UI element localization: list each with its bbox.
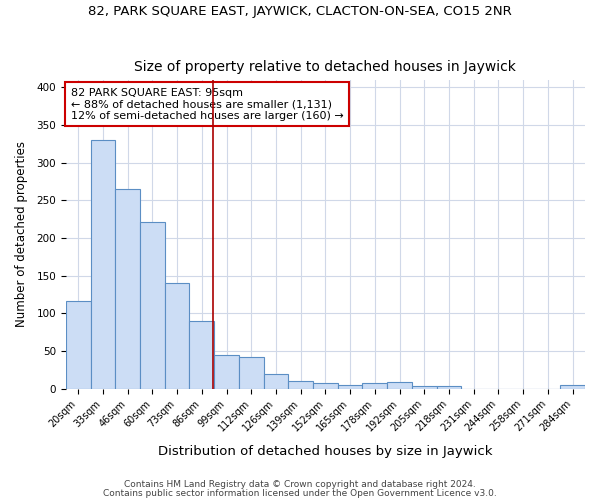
Title: Size of property relative to detached houses in Jaywick: Size of property relative to detached ho… [134, 60, 517, 74]
Bar [66, 300, 91, 389]
Bar [338, 385, 362, 389]
Bar [115, 189, 140, 389]
Text: 82, PARK SQUARE EAST, JAYWICK, CLACTON-ON-SEA, CO15 2NR: 82, PARK SQUARE EAST, JAYWICK, CLACTON-O… [88, 5, 512, 18]
Bar [91, 140, 115, 389]
Bar [387, 382, 412, 389]
Bar [560, 385, 585, 389]
Bar [437, 386, 461, 389]
Bar [214, 355, 239, 389]
Bar [289, 381, 313, 389]
Bar [313, 384, 338, 389]
Text: 82 PARK SQUARE EAST: 95sqm
← 88% of detached houses are smaller (1,131)
12% of s: 82 PARK SQUARE EAST: 95sqm ← 88% of deta… [71, 88, 344, 121]
Bar [362, 382, 387, 389]
Bar [190, 321, 214, 389]
X-axis label: Distribution of detached houses by size in Jaywick: Distribution of detached houses by size … [158, 444, 493, 458]
Bar [164, 284, 190, 389]
Bar [263, 374, 289, 389]
Bar [239, 357, 263, 389]
Bar [412, 386, 437, 389]
Bar [140, 222, 164, 389]
Y-axis label: Number of detached properties: Number of detached properties [15, 142, 28, 328]
Text: Contains HM Land Registry data © Crown copyright and database right 2024.: Contains HM Land Registry data © Crown c… [124, 480, 476, 489]
Text: Contains public sector information licensed under the Open Government Licence v3: Contains public sector information licen… [103, 489, 497, 498]
